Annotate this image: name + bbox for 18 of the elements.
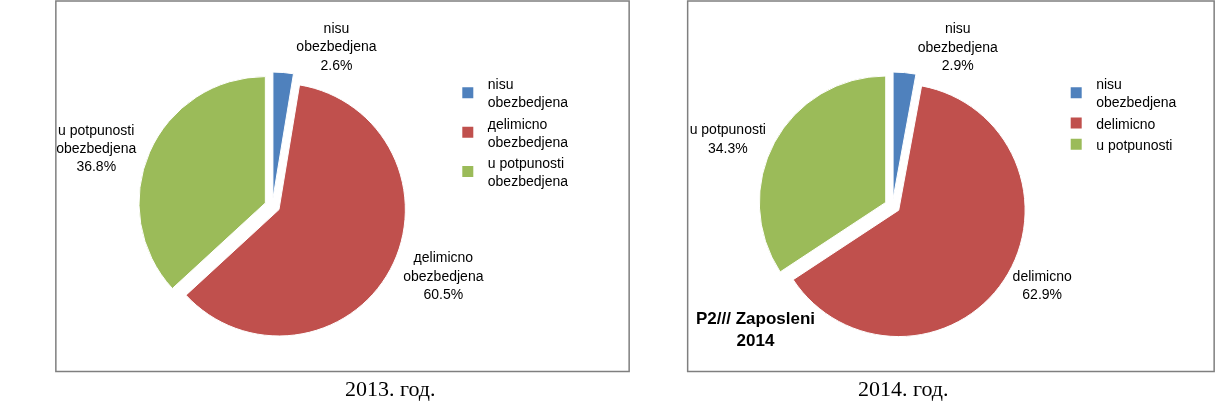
legend-label: u potpunosti [1096, 136, 1173, 153]
slice-label: delimicno [1012, 268, 1072, 285]
slice-label: nisu obezbedjena [296, 20, 377, 55]
legend-label: u potpunosti obezbedjena [487, 154, 569, 190]
data-label: 60.5% [423, 285, 464, 302]
data-label: 2.9% [941, 56, 974, 73]
legend-label: delimicno [1096, 115, 1156, 132]
text: P2/// Zaposleni 2014 [696, 309, 816, 351]
slice-label: u potpunosti [689, 121, 766, 138]
text: 2014. год. [858, 376, 949, 401]
data-label: 34.3% [707, 139, 748, 156]
data-label: 36.8% [76, 158, 117, 175]
data-label: 2.6% [320, 56, 353, 73]
data-label: 62.9% [1022, 286, 1063, 303]
slice-label: дelimicno obezbedjena [403, 249, 484, 284]
text: 2013. год. [345, 376, 436, 401]
slice-label: nisu obezbedjena [917, 20, 999, 55]
slice-label: u potpunosti obezbedjena [56, 121, 137, 156]
